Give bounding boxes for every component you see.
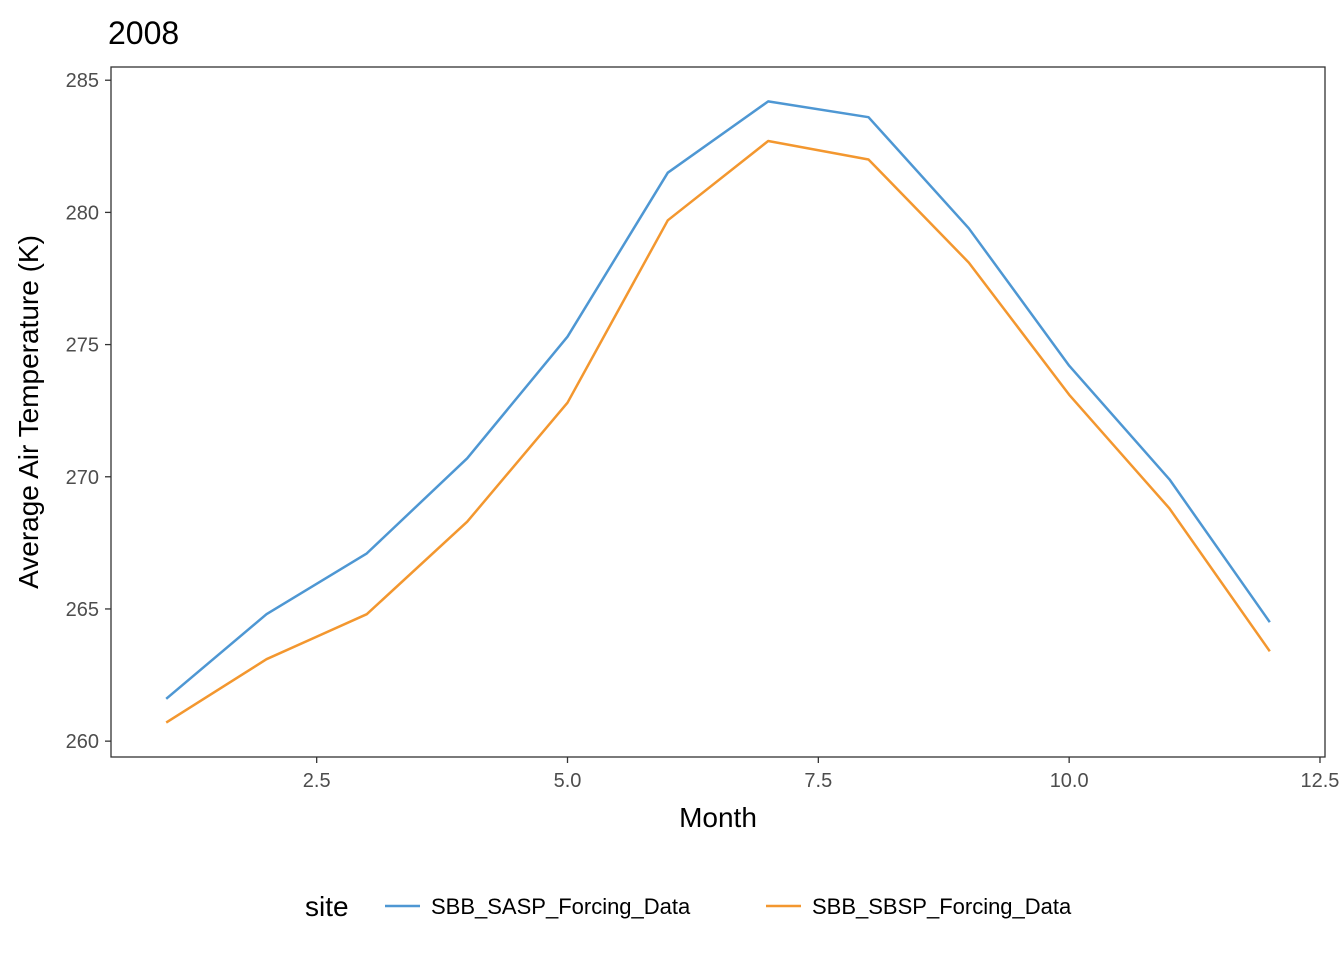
legend-label-sbsp: SBB_SBSP_Forcing_Data xyxy=(812,894,1072,919)
legend-label-sasp: SBB_SASP_Forcing_Data xyxy=(431,894,691,919)
x-tick-label: 2.5 xyxy=(303,770,331,792)
y-tick-label: 280 xyxy=(66,202,99,224)
legend-title: site xyxy=(305,891,349,922)
x-axis-title: Month xyxy=(679,802,757,833)
y-axis: 260 265 270 275 280 285 xyxy=(66,70,111,753)
x-axis: 2.5 5.0 7.5 10.0 12.5 xyxy=(303,757,1340,792)
y-tick-label: 285 xyxy=(66,70,99,92)
y-tick-label: 275 xyxy=(66,335,99,357)
y-tick-label: 270 xyxy=(66,467,99,489)
y-tick-label: 260 xyxy=(66,731,99,753)
y-axis-title: Average Air Temperature (K) xyxy=(13,235,44,589)
x-tick-label: 7.5 xyxy=(804,770,832,792)
plot-panel xyxy=(110,66,1326,758)
series-lines xyxy=(165,100,1271,724)
series-line-1 xyxy=(165,139,1271,724)
y-tick-label: 265 xyxy=(66,599,99,621)
chart-title: 2008 xyxy=(108,15,179,51)
x-tick-label: 5.0 xyxy=(554,770,582,792)
x-tick-label: 10.0 xyxy=(1050,770,1089,792)
series-line-0 xyxy=(165,100,1271,700)
x-tick-label: 12.5 xyxy=(1301,770,1340,792)
legend: site SBB_SASP_Forcing_Data SBB_SBSP_Forc… xyxy=(305,891,1072,922)
